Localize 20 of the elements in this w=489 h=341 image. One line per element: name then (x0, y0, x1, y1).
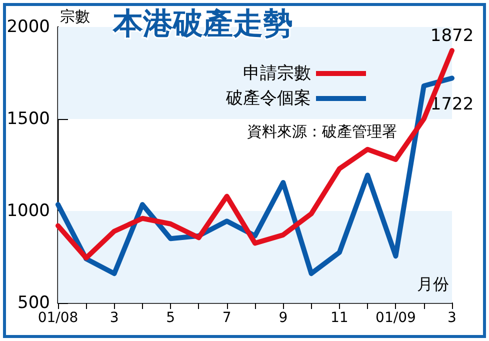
annotation: 資料來源：破產管理署 (247, 122, 397, 140)
legend-label: 申請宗數 (243, 64, 311, 84)
y-tick-label: 2000 (6, 17, 50, 37)
x-tick-label: 11 (330, 310, 348, 326)
x-tick-label: 3 (448, 310, 456, 326)
x-tick-label: 9 (278, 310, 288, 326)
y-axis-title: 宗數 (60, 8, 90, 26)
y-tick-label: 1000 (6, 201, 50, 221)
y-tick-label: 500 (18, 293, 50, 313)
x-tick-label: 3 (110, 310, 119, 326)
x-tick-label: 7 (222, 310, 232, 326)
y-tick-label: 1500 (6, 109, 50, 129)
x-tick-label: 01/08 (38, 310, 78, 326)
data-label: 1872 (430, 26, 474, 46)
x-tick-label: 5 (166, 310, 176, 326)
x-axis-title: 月份 (417, 274, 449, 294)
legend-label: 破產令個案 (225, 88, 311, 108)
data-label: 1722 (430, 94, 474, 115)
chart-title: 本港破產走勢 (112, 6, 293, 42)
x-tick-label: 01/09 (376, 310, 416, 326)
